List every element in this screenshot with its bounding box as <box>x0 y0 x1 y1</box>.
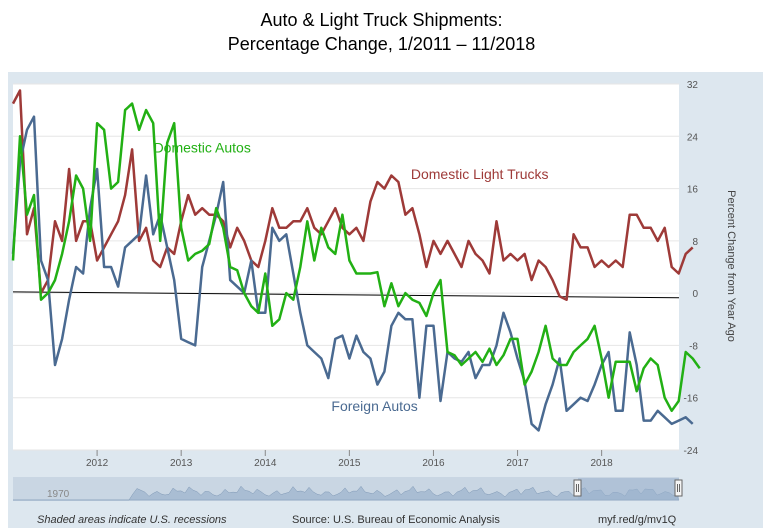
navigator-right-handle[interactable] <box>674 479 683 497</box>
chart-title-line-1: Auto & Light Truck Shipments: <box>260 10 503 30</box>
y-tick-label: -8 <box>689 341 698 352</box>
x-tick-label: 2018 <box>591 458 614 469</box>
chart-title-line-2: Percentage Change, 1/2011 – 11/2018 <box>227 34 536 54</box>
x-tick-label: 2017 <box>506 458 529 469</box>
y-tick-label: 8 <box>692 237 698 248</box>
y-tick-label: -24 <box>684 446 699 457</box>
x-tick-label: 2016 <box>422 458 445 469</box>
source-text: Source: U.S. Bureau of Economic Analysis <box>292 514 500 526</box>
plot-area <box>13 84 679 450</box>
annotation-foreign-autos: Foreign Autos <box>331 398 417 414</box>
series-group <box>11 89 701 432</box>
navigator-selected-range[interactable] <box>578 478 679 500</box>
y-tick-label: 32 <box>687 80 699 91</box>
annotation-domestic-light-trucks: Domestic Light Trucks <box>411 166 549 182</box>
x-tick-label: 2015 <box>338 458 361 469</box>
y-tick-label: 24 <box>687 132 699 143</box>
y-axis-label: Percent Change from Year Ago <box>725 190 737 342</box>
series-line-foreign-autos[interactable] <box>11 115 694 432</box>
y-axis-ticks: 32 24 16 8 0 -8 -16 -24 <box>684 80 699 457</box>
recessions-note: Shaded areas indicate U.S. recessions <box>37 514 227 526</box>
x-axis-ticks: 2012 2013 2014 2015 2016 2017 2018 <box>86 450 613 469</box>
chart-title: Auto & Light Truck Shipments: Percentage… <box>0 8 763 56</box>
y-tick-label: 16 <box>687 185 699 196</box>
x-tick-label: 2014 <box>254 458 277 469</box>
annotation-domestic-autos: Domestic Autos <box>154 140 251 156</box>
series-line-domestic-light-trucks[interactable] <box>11 89 694 301</box>
x-tick-label: 2013 <box>170 458 193 469</box>
short-link[interactable]: myf.red/g/mv1Q <box>598 514 677 526</box>
navigator-start-year: 1970 <box>47 489 70 500</box>
y-tick-label: -16 <box>684 394 699 405</box>
series-annotations: Domestic Autos Domestic Light Trucks Forei… <box>154 140 549 414</box>
navigator-area <box>13 485 680 501</box>
y-tick-label: 0 <box>692 289 698 300</box>
series-line-domestic-autos[interactable] <box>11 102 701 413</box>
navigator-left-handle[interactable] <box>573 479 582 497</box>
x-tick-label: 2012 <box>86 458 109 469</box>
